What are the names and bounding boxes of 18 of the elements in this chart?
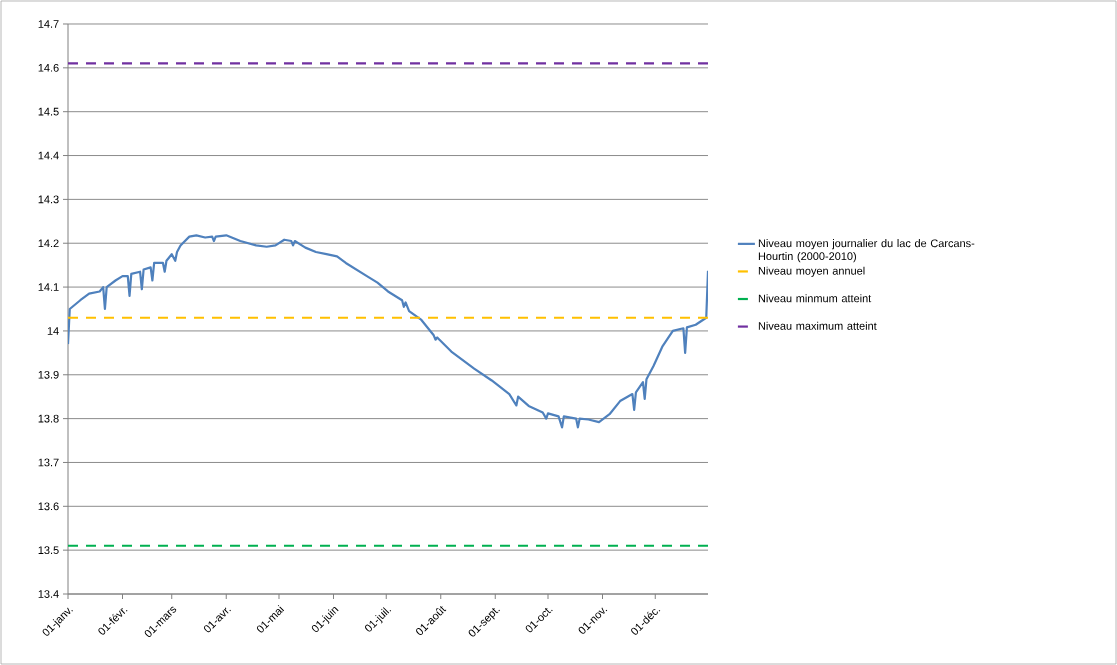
y-tick-label: 13.9 [38, 370, 59, 379]
y-tick-label: 13.8 [38, 414, 59, 423]
y-tick-label: 14.1 [38, 283, 59, 291]
y-tick-label: 14 [47, 327, 59, 335]
y-tick-label: 13.5 [38, 546, 59, 555]
y-tick-label: 14.7 [38, 20, 59, 28]
y-tick-label: 13.4 [38, 590, 59, 598]
y-tick-label: 13.6 [38, 502, 59, 511]
legend-label: Niveau moyen annuel [758, 266, 865, 277]
y-tick-label: 13.7 [38, 458, 59, 467]
y-tick-label: 14.2 [38, 239, 59, 248]
y-tick-label: 14.4 [38, 151, 59, 160]
legend-label: Niveau moyen journalier du lac de Carcans-Hourtin (2000-2010) [758, 239, 975, 263]
y-tick-label: 14.5 [38, 107, 59, 116]
y-tick-label: 14.6 [38, 63, 59, 72]
legend-label: Niveau maximum atteint [758, 321, 877, 330]
legend-label: Niveau minmum atteint [758, 294, 872, 303]
y-tick-label: 14.3 [38, 195, 59, 204]
